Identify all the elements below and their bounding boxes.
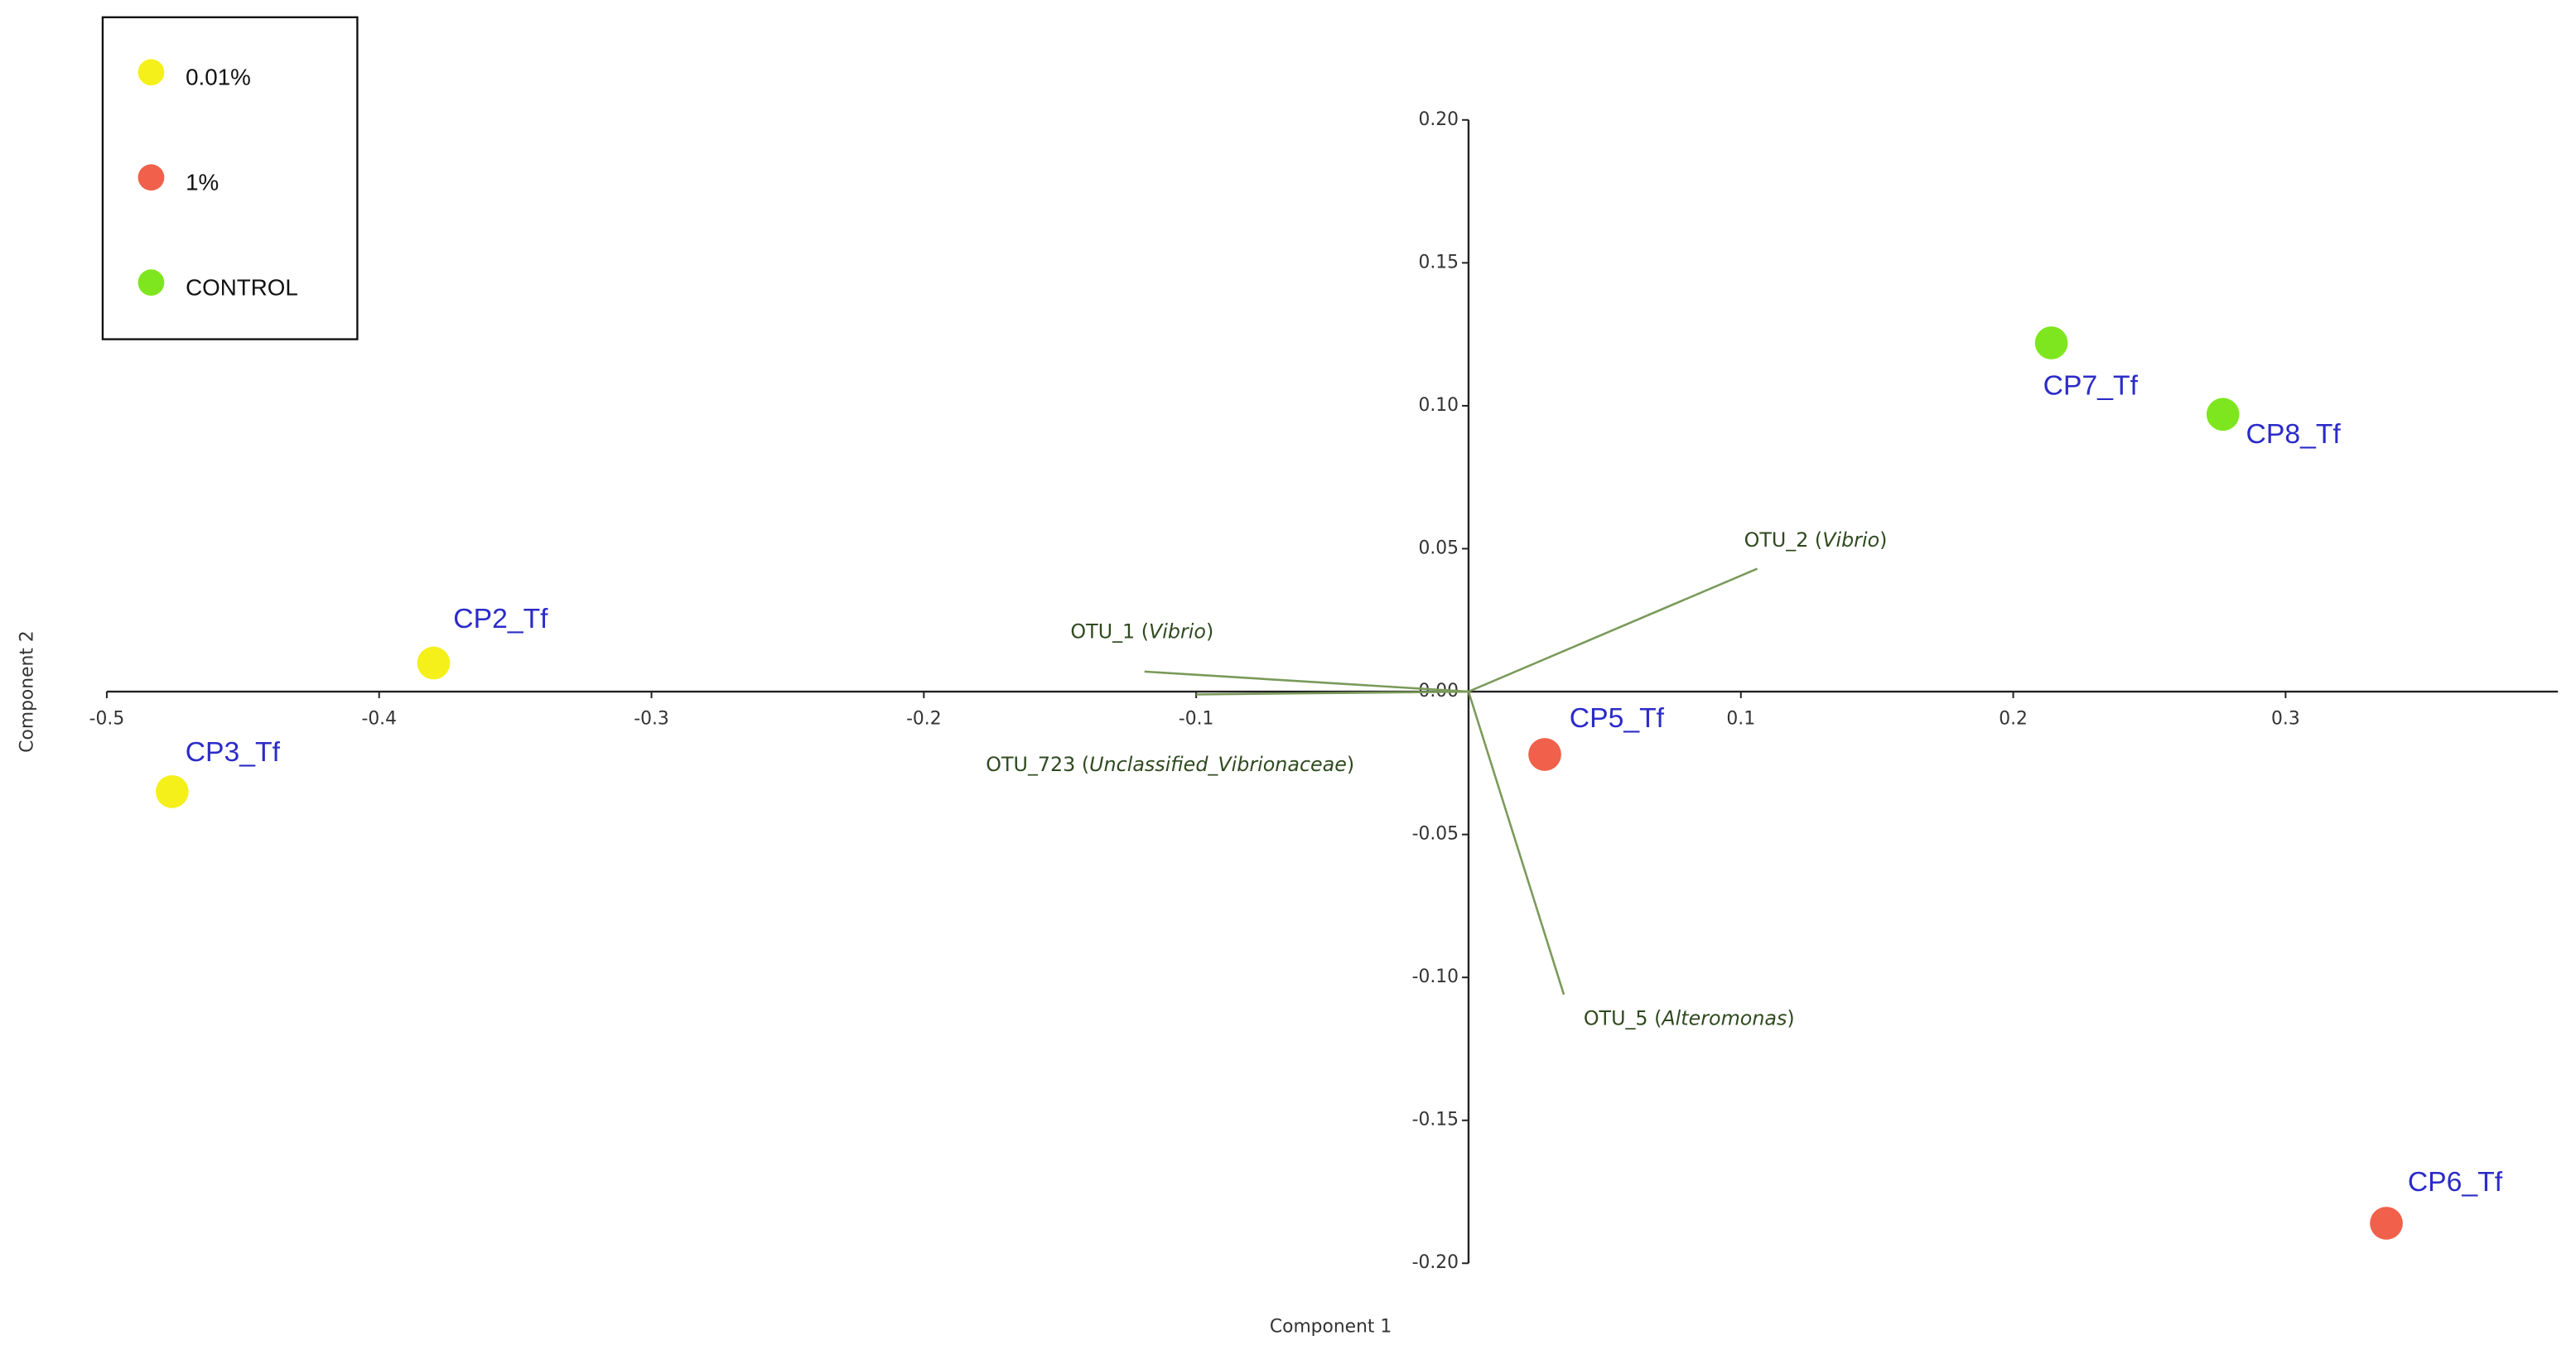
vector-label: OTU_5 (Alteromonas) (1584, 1006, 1795, 1029)
point-label: CP8_Tf (2246, 418, 2342, 450)
x-tick-label: 0.2 (1999, 709, 2028, 730)
vector-label: OTU_1 (Vibrio) (1070, 620, 1213, 643)
x-tick-label: -0.5 (89, 709, 125, 730)
x-tick-label: -0.3 (634, 709, 669, 730)
data-point (417, 646, 451, 680)
point-label: CP7_Tf (2043, 369, 2139, 401)
point-label: CP3_Tf (186, 736, 281, 768)
x-tick-label: -0.2 (906, 709, 942, 730)
data-point (156, 774, 189, 808)
x-axis-title: Component 1 (1270, 1317, 1392, 1338)
y-tick-label: 0.05 (1419, 538, 1459, 558)
data-point (2034, 326, 2068, 359)
x-tick-label: 0.1 (1726, 709, 1755, 730)
y-tick-label: -0.15 (1412, 1110, 1459, 1131)
data-point (2206, 398, 2240, 432)
y-tick-label: 0.15 (1419, 252, 1459, 272)
x-tick-label: -0.1 (1179, 709, 1214, 730)
data-point (1528, 738, 1561, 771)
y-tick-label: 0.10 (1419, 395, 1459, 416)
legend-marker (137, 59, 165, 86)
y-tick-label: -0.05 (1412, 824, 1459, 845)
x-tick-label: 0.3 (2271, 709, 2300, 730)
x-tick-label: -0.4 (361, 709, 397, 730)
y-tick-label: -0.10 (1412, 967, 1459, 987)
y-axis-title: Component 2 (17, 630, 38, 752)
legend-marker (137, 164, 165, 191)
y-tick-label: 0.20 (1419, 109, 1459, 130)
legend-label: 0.01% (186, 65, 251, 90)
point-label: CP6_Tf (2408, 1166, 2503, 1198)
data-point (2370, 1207, 2403, 1240)
loading-vector (1144, 670, 1469, 693)
loading-vector (1468, 567, 1758, 693)
legend-marker (137, 269, 165, 297)
vector-label: OTU_723 (Unclassified_Vibrionaceae) (986, 752, 1354, 775)
point-label: CP5_Tf (1570, 702, 1665, 734)
loading-vector (1467, 691, 1565, 996)
y-tick-label: -0.20 (1412, 1252, 1459, 1273)
vector-label: OTU_2 (Vibrio) (1744, 528, 1888, 551)
legend-label: 1% (186, 169, 219, 195)
legend-label: CONTROL (186, 274, 298, 300)
loading-vector (1196, 690, 1469, 696)
point-label: CP2_Tf (453, 603, 548, 634)
